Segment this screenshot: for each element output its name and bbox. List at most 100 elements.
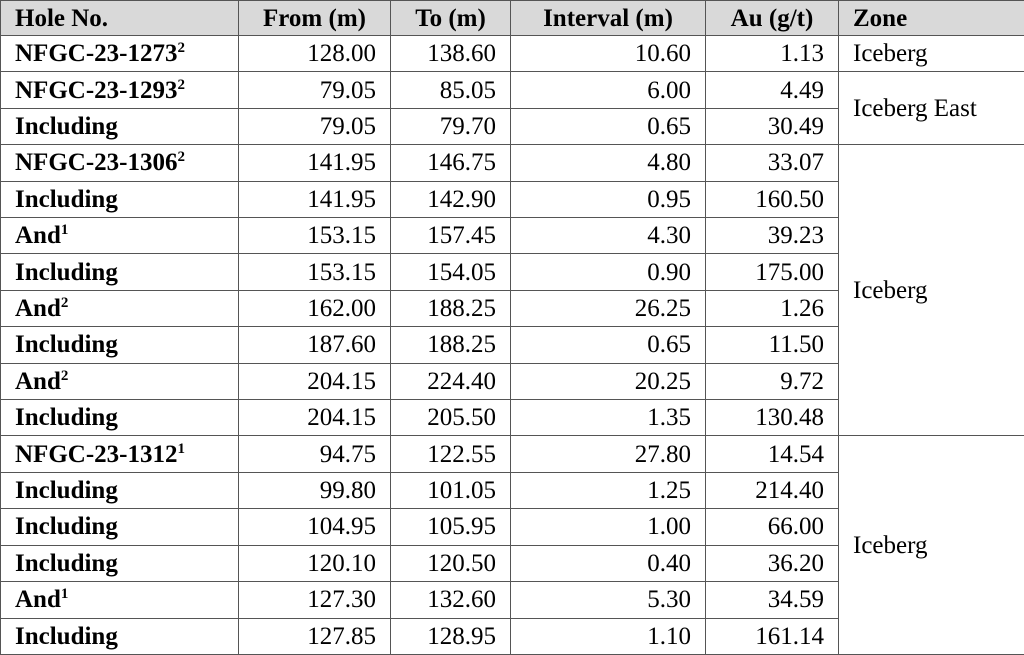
interval-cell: 0.90 (510, 253, 706, 291)
au-cell: 9.72 (705, 362, 839, 401)
hole-name: Including (15, 404, 118, 432)
hole-cell: Including (0, 544, 239, 583)
hole-name: Including (15, 477, 118, 505)
au-cell: 34.59 (705, 581, 839, 619)
table-row: Including 99.80 101.05 1.25 214.40 (0, 471, 1024, 510)
column-header: Zone (838, 0, 1024, 36)
from-cell: 99.80 (238, 471, 391, 510)
from-cell: 204.15 (238, 399, 391, 437)
hole-cell: Including (0, 180, 239, 219)
from-cell: 162.00 (238, 289, 391, 328)
column-header: Hole No. (0, 0, 239, 36)
hole-name: Including (15, 185, 118, 213)
au-cell: 160.50 (705, 180, 839, 219)
from-cell: 153.15 (238, 217, 391, 255)
footnote-mark: 1 (60, 222, 69, 239)
hole-name: And (15, 586, 61, 614)
from-cell: 141.95 (238, 180, 391, 219)
column-header: From (m) (238, 0, 391, 36)
from-cell: 120.10 (238, 544, 391, 583)
to-cell: 120.50 (390, 544, 511, 583)
hole-cell: Including (0, 253, 239, 291)
from-cell: 128.00 (238, 34, 391, 73)
hole-cell: NFGC-23-12932 (0, 71, 239, 109)
hole-name: NFGC-23-1312 (15, 440, 178, 468)
column-header: To (m) (390, 0, 511, 36)
to-cell: 138.60 (390, 34, 511, 73)
au-cell: 11.50 (705, 326, 839, 364)
interval-cell: 1.35 (510, 399, 706, 437)
from-cell: 79.05 (238, 107, 391, 146)
to-cell: 105.95 (390, 508, 511, 546)
au-cell: 33.07 (705, 144, 839, 182)
interval-cell: 5.30 (510, 581, 706, 619)
interval-cell: 4.30 (510, 217, 706, 255)
table-row: NFGC-23-12932 79.05 85.05 6.00 4.49 Iceberg E… (0, 71, 1024, 146)
hole-cell: Including (0, 107, 239, 146)
from-cell: 153.15 (238, 253, 391, 291)
interval-cell: 1.10 (510, 617, 706, 655)
from-cell: 141.95 (238, 144, 391, 182)
to-cell: 224.40 (390, 362, 511, 401)
table-row: Including 141.95 142.90 0.95 160.50 (0, 180, 1024, 219)
to-cell: 122.55 (390, 435, 511, 473)
header-row: Hole No. From (m) To (m) Interval (m) Au (g/… (0, 0, 1024, 36)
from-cell: 94.75 (238, 435, 391, 473)
table-row: Including 120.10 120.50 0.40 36.20 (0, 544, 1024, 583)
hole-name: Including (15, 549, 118, 577)
column-header: Au (g/t) (705, 0, 839, 36)
au-cell: 14.54 (705, 435, 839, 473)
au-cell: 1.26 (705, 289, 839, 328)
to-cell: 188.25 (390, 326, 511, 364)
interval-cell: 6.00 (510, 71, 706, 109)
hole-cell: NFGC-23-12732 (0, 34, 239, 73)
interval-cell: 20.25 (510, 362, 706, 401)
footnote-mark: 2 (177, 40, 185, 57)
hole-cell: NFGC-23-13062 (0, 144, 239, 182)
interval-cell: 1.00 (510, 508, 706, 546)
table-row: Including 204.15 205.50 1.35 130.48 (0, 399, 1024, 437)
table-body: NFGC-23-12732 128.00 138.60 10.60 1.13 Iceber… (0, 34, 1024, 655)
au-cell: 175.00 (705, 253, 839, 291)
from-cell: 79.05 (238, 71, 391, 109)
table-row: Including 187.60 188.25 0.65 11.50 (0, 326, 1024, 364)
table-row: NFGC-23-1312 1 94.75 122.55 27.80 14.54 Iceber… (0, 435, 1024, 655)
hole-name: Including (15, 331, 118, 359)
hole-cell: And1 (0, 217, 239, 255)
hole-cell: Including (0, 399, 239, 437)
footnote-mark: 2 (60, 367, 69, 384)
hole-name: Including (15, 113, 118, 141)
zone-cell: Iceberg (838, 144, 1024, 437)
interval-cell: 27.80 (510, 435, 706, 473)
footnote-mark: 2 (177, 149, 185, 166)
footnote-mark: 2 (60, 295, 69, 312)
hole-name: Including (15, 513, 118, 541)
hole-name: NFGC-23-1293 (15, 76, 178, 104)
hole-name: NFGC-23-1306 (15, 149, 178, 177)
hole-name: NFGC-23-1273 (15, 40, 178, 68)
from-cell: 204.15 (238, 362, 391, 401)
interval-cell: 10.60 (510, 34, 706, 73)
to-cell: 146.75 (390, 144, 511, 182)
hole-cell: Including (0, 326, 239, 364)
table-row: Including 104.95 105.95 1.00 66.00 (0, 508, 1024, 546)
zone-cell: Iceberg (838, 435, 1024, 655)
interval-cell: 0.40 (510, 544, 706, 583)
hole-cell: Including (0, 471, 239, 510)
table-row: Including 127.85 128.95 1.10 161.14 (0, 617, 1024, 655)
from-cell: 104.95 (238, 508, 391, 546)
au-cell: 39.23 (705, 217, 839, 255)
to-cell: 157.45 (390, 217, 511, 255)
interval-cell: 1.25 (510, 471, 706, 510)
hole-name: And (15, 367, 61, 395)
au-cell: 66.00 (705, 508, 839, 546)
to-cell: 142.90 (390, 180, 511, 219)
column-header: Interval (m) (510, 0, 706, 36)
zone-cell: Iceberg (838, 34, 1024, 73)
au-cell: 30.49 (705, 107, 839, 146)
hole-cell: And2 (0, 362, 239, 401)
hole-name: Including (15, 258, 118, 286)
to-cell: 188.25 (390, 289, 511, 328)
footnote-mark: 1 (60, 586, 69, 603)
